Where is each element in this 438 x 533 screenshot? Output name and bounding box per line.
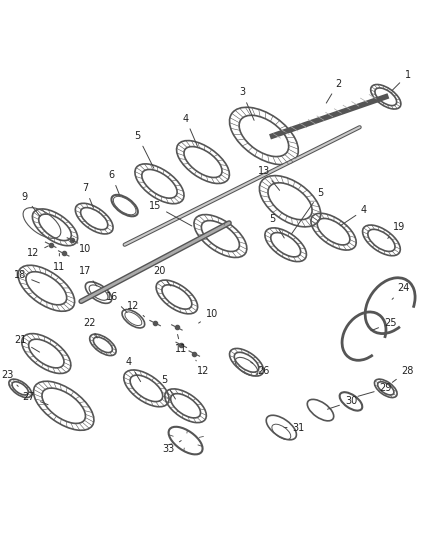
Text: 23: 23 bbox=[1, 370, 18, 386]
Text: 17: 17 bbox=[79, 266, 97, 286]
Text: 27: 27 bbox=[23, 392, 48, 405]
Text: 16: 16 bbox=[106, 292, 127, 312]
Text: 7: 7 bbox=[82, 183, 93, 207]
Text: 10: 10 bbox=[72, 240, 92, 254]
Text: 29: 29 bbox=[358, 383, 392, 397]
Text: 5: 5 bbox=[161, 375, 176, 399]
Text: 20: 20 bbox=[153, 266, 171, 286]
Text: 10: 10 bbox=[199, 309, 218, 323]
Text: 9: 9 bbox=[21, 192, 40, 216]
Text: 13: 13 bbox=[258, 166, 279, 190]
Text: 31: 31 bbox=[284, 423, 305, 432]
Text: 12: 12 bbox=[127, 301, 145, 317]
Text: 18: 18 bbox=[14, 270, 39, 283]
Text: 22: 22 bbox=[84, 318, 97, 338]
Text: 11: 11 bbox=[53, 254, 66, 271]
Text: 4: 4 bbox=[340, 205, 367, 226]
Text: 26: 26 bbox=[251, 362, 270, 376]
Text: 12: 12 bbox=[196, 360, 209, 376]
Text: 19: 19 bbox=[388, 222, 405, 238]
Text: 30: 30 bbox=[328, 397, 357, 409]
Text: 24: 24 bbox=[392, 283, 410, 300]
Text: 3: 3 bbox=[239, 87, 254, 120]
Text: 6: 6 bbox=[109, 170, 119, 195]
Text: 1: 1 bbox=[392, 70, 410, 91]
Text: 4: 4 bbox=[183, 114, 198, 147]
Text: 4: 4 bbox=[126, 357, 141, 382]
Text: 12: 12 bbox=[27, 246, 48, 259]
Text: 2: 2 bbox=[326, 79, 341, 103]
Text: 21: 21 bbox=[14, 335, 39, 352]
Text: 5: 5 bbox=[134, 131, 154, 168]
Text: 5: 5 bbox=[292, 188, 324, 234]
Text: 11: 11 bbox=[175, 335, 187, 354]
Text: 25: 25 bbox=[371, 318, 396, 331]
Text: 15: 15 bbox=[149, 200, 192, 226]
Text: 28: 28 bbox=[392, 366, 414, 382]
Text: 5: 5 bbox=[269, 214, 284, 238]
Text: 33: 33 bbox=[162, 441, 181, 454]
